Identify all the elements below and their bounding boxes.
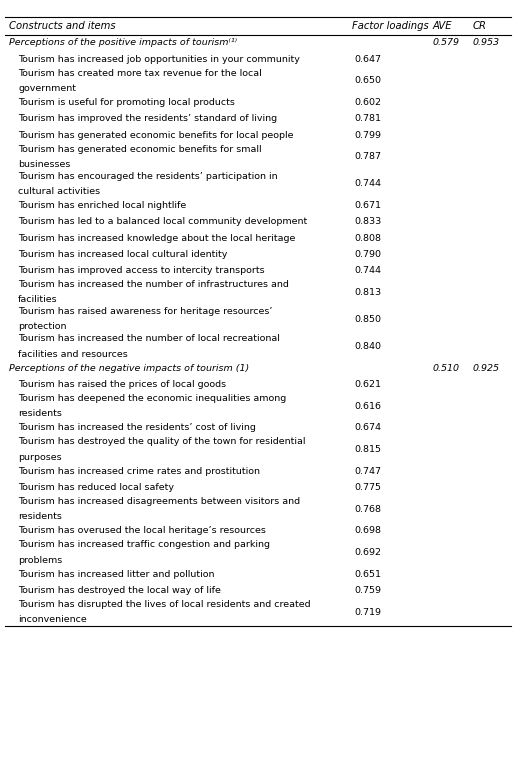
Text: 0.833: 0.833 <box>354 217 381 226</box>
Text: 0.647: 0.647 <box>354 55 381 64</box>
Text: Tourism has improved the residents’ standard of living: Tourism has improved the residents’ stan… <box>18 114 278 123</box>
Text: 0.840: 0.840 <box>354 342 381 351</box>
Text: purposes: purposes <box>18 453 62 462</box>
Text: 0.579: 0.579 <box>432 38 459 48</box>
Text: 0.621: 0.621 <box>354 380 381 389</box>
Text: AVE: AVE <box>432 21 452 31</box>
Text: Tourism is useful for promoting local products: Tourism is useful for promoting local pr… <box>18 98 235 107</box>
Text: 0.747: 0.747 <box>354 467 381 476</box>
Text: Perceptions of the positive impacts of tourism⁽¹⁾: Perceptions of the positive impacts of t… <box>9 38 237 48</box>
Text: Tourism has reduced local safety: Tourism has reduced local safety <box>18 483 174 492</box>
Text: 0.616: 0.616 <box>354 402 381 410</box>
Text: Tourism has encouraged the residents’ participation in: Tourism has encouraged the residents’ pa… <box>18 172 278 181</box>
Text: Tourism has generated economic benefits for small: Tourism has generated economic benefits … <box>18 145 262 154</box>
Text: 0.698: 0.698 <box>354 527 381 535</box>
Text: 0.510: 0.510 <box>432 363 459 373</box>
Text: problems: problems <box>18 556 62 564</box>
Text: inconvenience: inconvenience <box>18 615 87 624</box>
Text: Tourism has increased litter and pollution: Tourism has increased litter and polluti… <box>18 570 215 579</box>
Text: Tourism has increased local cultural identity: Tourism has increased local cultural ide… <box>18 249 228 259</box>
Text: Tourism has increased the number of local recreational: Tourism has increased the number of loca… <box>18 334 280 343</box>
Text: Tourism has raised awareness for heritage resources’: Tourism has raised awareness for heritag… <box>18 307 273 316</box>
Text: 0.799: 0.799 <box>354 131 381 139</box>
Text: 0.850: 0.850 <box>354 315 381 324</box>
Text: Constructs and items: Constructs and items <box>9 21 116 31</box>
Text: government: government <box>18 84 76 93</box>
Text: Tourism has raised the prices of local goods: Tourism has raised the prices of local g… <box>18 380 227 389</box>
Text: 0.692: 0.692 <box>354 548 381 557</box>
Text: Tourism has increased knowledge about the local heritage: Tourism has increased knowledge about th… <box>18 233 296 243</box>
Text: Tourism has overused the local heritage’s resources: Tourism has overused the local heritage’… <box>18 527 266 535</box>
Text: Tourism has destroyed the local way of life: Tourism has destroyed the local way of l… <box>18 586 221 595</box>
Text: CR: CR <box>473 21 487 31</box>
Text: 0.602: 0.602 <box>354 98 381 107</box>
Text: 0.759: 0.759 <box>354 586 381 595</box>
Text: facilities and resources: facilities and resources <box>18 350 128 359</box>
Text: Tourism has increased disagreements between visitors and: Tourism has increased disagreements betw… <box>18 497 300 506</box>
Text: Tourism has increased the number of infrastructures and: Tourism has increased the number of infr… <box>18 280 289 289</box>
Text: 0.787: 0.787 <box>354 152 381 161</box>
Text: Tourism has enriched local nightlife: Tourism has enriched local nightlife <box>18 201 187 210</box>
Text: 0.674: 0.674 <box>354 424 381 432</box>
Text: Perceptions of the negative impacts of tourism (1): Perceptions of the negative impacts of t… <box>9 363 249 373</box>
Text: Tourism has increased crime rates and prostitution: Tourism has increased crime rates and pr… <box>18 467 260 476</box>
Text: Tourism has deepened the economic inequalities among: Tourism has deepened the economic inequa… <box>18 394 286 403</box>
Text: 0.744: 0.744 <box>354 266 381 275</box>
Text: 0.813: 0.813 <box>354 288 381 296</box>
Text: 0.953: 0.953 <box>473 38 500 48</box>
Text: 0.768: 0.768 <box>354 504 381 514</box>
Text: protection: protection <box>18 323 67 331</box>
Text: 0.781: 0.781 <box>354 114 381 123</box>
Text: 0.744: 0.744 <box>354 179 381 189</box>
Text: Tourism has created more tax revenue for the local: Tourism has created more tax revenue for… <box>18 69 262 78</box>
Text: 0.808: 0.808 <box>354 233 381 243</box>
Text: Tourism has destroyed the quality of the town for residential: Tourism has destroyed the quality of the… <box>18 437 306 447</box>
Text: 0.671: 0.671 <box>354 201 381 210</box>
Text: 0.719: 0.719 <box>354 608 381 617</box>
Text: Tourism has improved access to intercity transports: Tourism has improved access to intercity… <box>18 266 265 275</box>
Text: Tourism has disrupted the lives of local residents and created: Tourism has disrupted the lives of local… <box>18 600 311 609</box>
Text: cultural activities: cultural activities <box>18 187 101 196</box>
Text: residents: residents <box>18 409 62 418</box>
Text: Tourism has increased the residents’ cost of living: Tourism has increased the residents’ cos… <box>18 424 256 432</box>
Text: Tourism has generated economic benefits for local people: Tourism has generated economic benefits … <box>18 131 294 139</box>
Text: 0.815: 0.815 <box>354 445 381 454</box>
Text: Tourism has increased job opportunities in your community: Tourism has increased job opportunities … <box>18 55 300 64</box>
Text: residents: residents <box>18 512 62 521</box>
Text: businesses: businesses <box>18 160 71 169</box>
Text: 0.650: 0.650 <box>354 76 381 85</box>
Text: 0.775: 0.775 <box>354 483 381 492</box>
Text: Factor loadings: Factor loadings <box>351 21 428 31</box>
Text: 0.790: 0.790 <box>354 249 381 259</box>
Text: Tourism has increased traffic congestion and parking: Tourism has increased traffic congestion… <box>18 541 270 550</box>
Text: facilities: facilities <box>18 295 58 304</box>
Text: Tourism has led to a balanced local community development: Tourism has led to a balanced local comm… <box>18 217 308 226</box>
Text: 0.925: 0.925 <box>473 363 500 373</box>
Text: 0.651: 0.651 <box>354 570 381 579</box>
